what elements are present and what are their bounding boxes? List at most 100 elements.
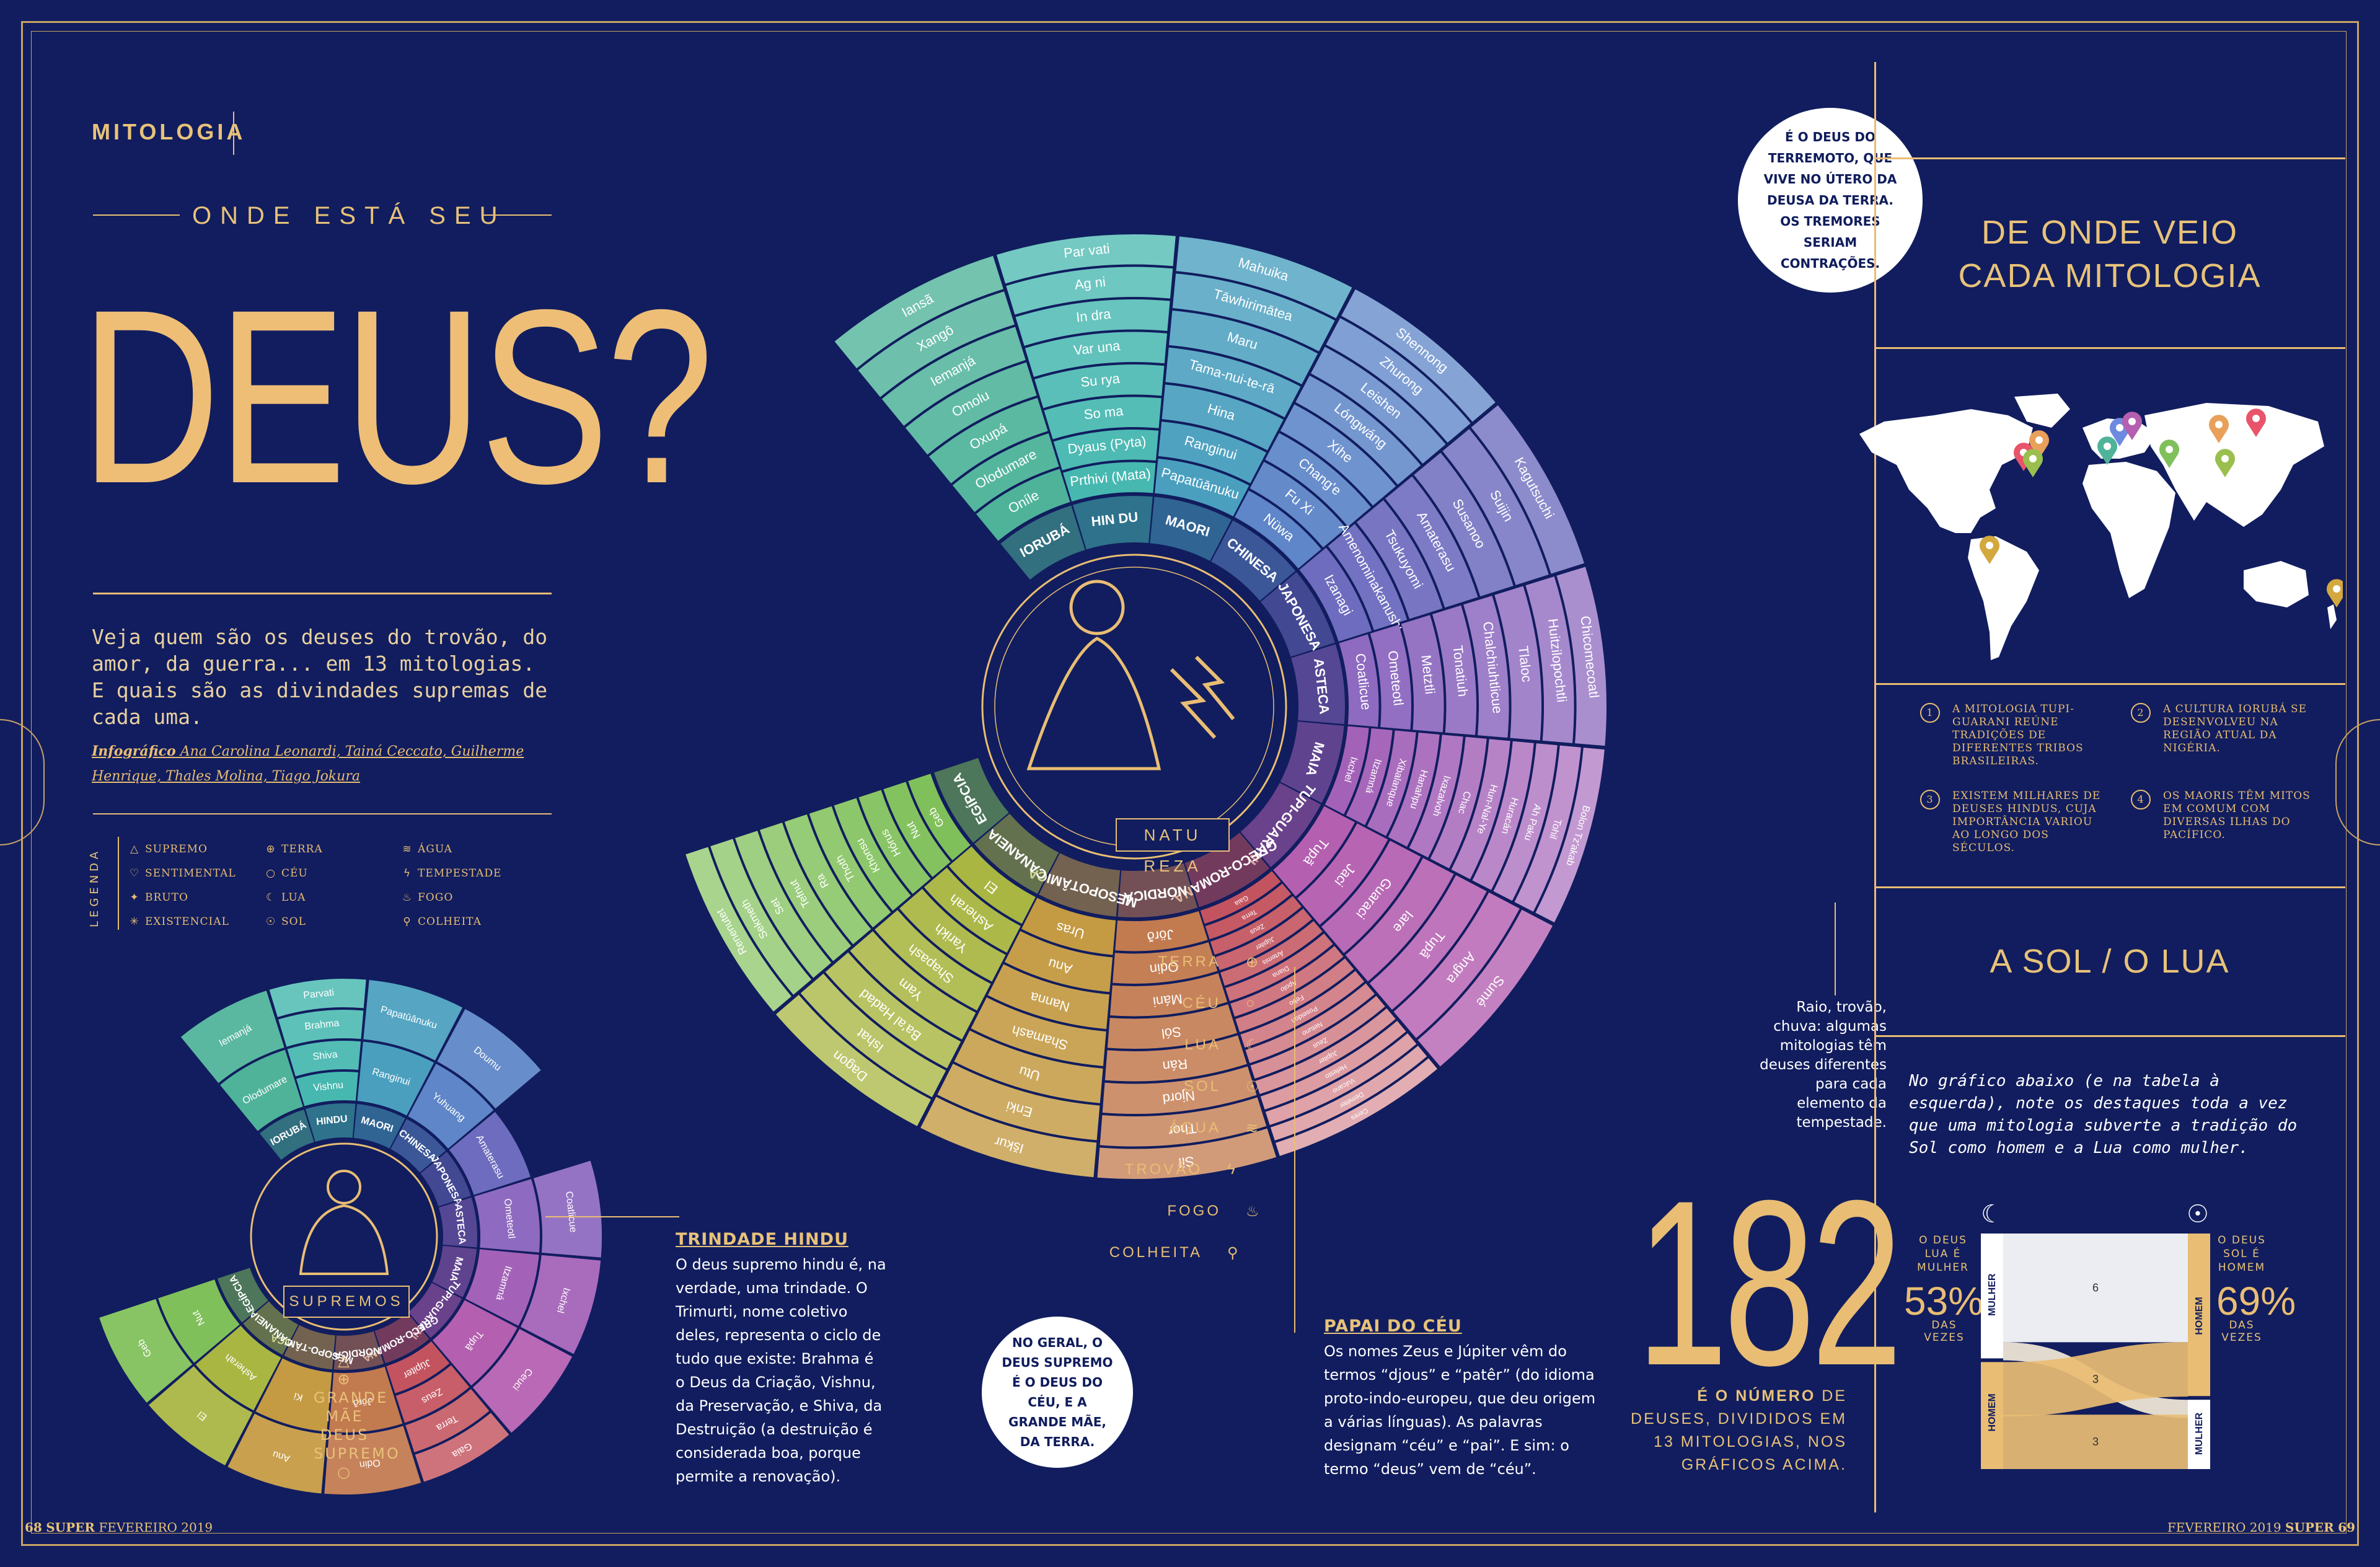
note-number: 4 (2131, 790, 2151, 810)
element-3: SOL ☉ (1097, 1078, 1259, 1095)
god-cell (1210, 896, 1302, 955)
legend-label: SOL (281, 916, 306, 928)
element-symbol-icon: ♨ (1246, 1203, 1262, 1220)
supreme-god-cell (220, 1049, 303, 1131)
map-oceania (2244, 561, 2309, 607)
god-cell (759, 823, 852, 961)
origins-title-2: CADA MITOLOGIA (1958, 257, 2262, 294)
moon-icon: ☾ (1981, 1200, 2003, 1229)
god-cell (1280, 404, 1396, 506)
element-label: LUA (1184, 1036, 1221, 1053)
supreme-god-cell (432, 1300, 518, 1386)
mythology-label-band (1039, 853, 1121, 917)
left-bar-homem (1981, 1362, 2003, 1469)
legend-item-colheita: ⚲ COLHEITA (397, 916, 482, 928)
note-text: A MITOLOGIA TUPI-GUARANI REÚNE TRADIÇÕES… (1952, 703, 2084, 767)
god-cell (1053, 430, 1159, 470)
supreme-god-cell (287, 1041, 361, 1077)
legend-symbol-icon: ♡ (129, 867, 140, 880)
element-0: TERRA ⊕ (1097, 953, 1258, 971)
right-bar (2188, 1234, 2210, 1469)
element-label: TROVÃO (1124, 1161, 1202, 1178)
legend-item-fogo: ♨ FOGO (397, 891, 453, 904)
note-number: 3 (1920, 790, 1940, 810)
credits-names: Ana Carolina Leonardi, Tainá Ceccato, Gu… (92, 744, 524, 784)
god-cell (1299, 547, 1372, 642)
legend-symbol-icon: ≋ (402, 843, 412, 855)
god-cell (1525, 576, 1574, 743)
supreme-god-cell (180, 991, 284, 1084)
sky-icon: ○ (337, 1463, 352, 1481)
god-cell (825, 952, 961, 1069)
element-symbol-icon: ≋ (1246, 1120, 1261, 1137)
god-cell (1276, 1058, 1438, 1156)
god-cell (899, 888, 1006, 982)
god-cell (1324, 726, 1369, 814)
legend-label: BRUTO (145, 891, 188, 904)
god-cell (1109, 973, 1228, 1017)
god-name: Njord (1161, 1088, 1196, 1107)
god-cell (875, 910, 991, 1011)
god-cell (1471, 405, 1585, 574)
sankey-flow-label: 3 (2092, 1436, 2099, 1448)
god-cell (1321, 841, 1421, 953)
mythology-label-band (1117, 863, 1198, 917)
god-cell (1310, 347, 1446, 464)
map-pin-icon[interactable] (2246, 408, 2266, 437)
mythology-label-band (974, 813, 1059, 894)
mythology-asteca: ASTECA Coatlicue Ometeotl Metztli Tonatiuh Ch… (1291, 567, 1606, 746)
map-pin-icon[interactable] (2327, 579, 2343, 607)
map-asia (2144, 403, 2324, 527)
origin-note-4: 4 OS MAORIS TÊM MITOS EM COMUM COM DIVERS… (2131, 790, 2324, 842)
mythology-label-band (1150, 497, 1232, 561)
element-7: COLHEITA ⚲ (1078, 1244, 1238, 1261)
god-cell (1385, 476, 1478, 608)
supreme-god-cell (408, 1064, 494, 1149)
god-cell (1326, 318, 1471, 443)
papai-body: Os nomes Zeus e Júpiter vêm do termos “d… (1324, 1343, 1596, 1478)
element-symbol-icon: ⊕ (1246, 954, 1261, 971)
god-cell (1409, 735, 1463, 858)
god-cell (1414, 452, 1514, 597)
map-pin-icon[interactable] (2029, 430, 2049, 459)
map-pin-icon[interactable] (2023, 449, 2043, 477)
legend-item-terra: ⊕ TERRA (260, 843, 323, 855)
mythology-label-band (1184, 832, 1270, 907)
map-pin-icon[interactable] (2159, 439, 2179, 468)
legend-title: LEGENDA (88, 847, 101, 927)
map-pin-icon[interactable] (2215, 449, 2235, 477)
god-cell (1494, 586, 1541, 741)
mythology-maia: MAIA Ixchel Itzamná Xibalanque Hanahpu Ixazal… (1280, 722, 1605, 923)
footer-left-page: 68 (25, 1520, 42, 1535)
god-cell (881, 327, 1026, 426)
legend-symbol-icon: ✳ (130, 916, 139, 928)
origin-note-2: 2 A CULTURA IORUBÁ SE DESENVOLVEU NA REGI… (2131, 703, 2324, 755)
left-sub: DAS VEZES (1924, 1319, 1965, 1344)
map-pin-icon[interactable] (2122, 412, 2142, 440)
map-pin-icon[interactable] (2097, 436, 2117, 465)
god-cell (1250, 995, 1385, 1079)
mythology-egípcia: EGÍPCIAGebNutHórusKhonsuThothRaTefnutSet… (685, 757, 1009, 1012)
supreme-god-name: Parvati (303, 987, 335, 1001)
bubble-sky-god: NO GERAL, O DEUS SUPREMO É O DEUS DO CÉU… (982, 1317, 1133, 1468)
center-circle (981, 554, 1287, 860)
element-symbol-icon: ☉ (1246, 1079, 1262, 1095)
element-label: FOGO (1167, 1203, 1221, 1219)
god-cell (1493, 743, 1558, 901)
supreme-hindu: HINDU Vishnu Shiva Brahma Parvati (269, 979, 366, 1142)
god-cell (710, 839, 812, 995)
legend-symbol-icon: ⚲ (403, 916, 412, 928)
map-pin-icon[interactable] (2209, 415, 2229, 443)
god-cell (1104, 1035, 1247, 1082)
map-pin-icon[interactable] (1980, 536, 1999, 564)
bubble-earthquake-text: É O DEUS DO TERREMOTO, QUE VIVE NO ÚTERO… (1763, 130, 1897, 271)
origins-rule-top (1874, 157, 2345, 159)
section-divider (233, 112, 234, 155)
mythology-japonesa: JAPONESAIzanagiAmenominakanushiTsukuyomi… (1261, 405, 1585, 657)
god-cell (1417, 909, 1553, 1067)
god-cell (1472, 741, 1534, 890)
